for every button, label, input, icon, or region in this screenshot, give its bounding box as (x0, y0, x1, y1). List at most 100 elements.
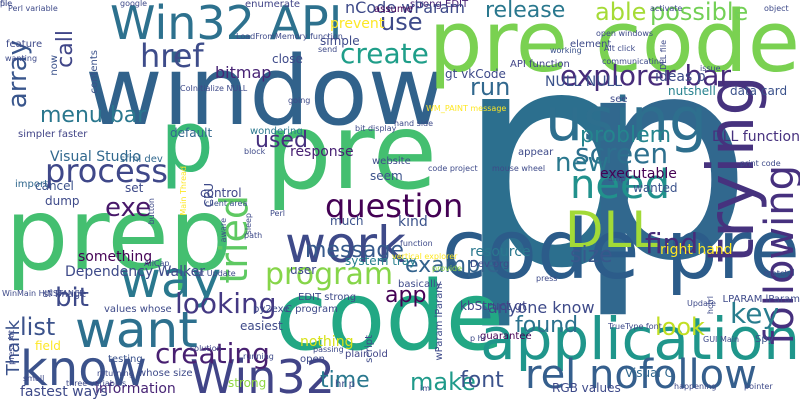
cloud-word: data card (730, 84, 788, 98)
cloud-word: WinMain HINSTANCE (2, 289, 85, 298)
cloud-word: TrueType font (608, 322, 662, 331)
cloud-word: make (410, 368, 476, 396)
cloud-word: menu bar (40, 103, 147, 128)
cloud-word: Visual Studio (50, 149, 141, 165)
cloud-word: look (655, 313, 705, 341)
cloud-word: need (570, 162, 670, 208)
cloud-word: simpler faster (18, 129, 88, 140)
cloud-word: fastest ways (20, 384, 108, 400)
cloud-word: hand side (394, 119, 434, 128)
cloud-word: right hand (660, 242, 733, 258)
cloud-word: wParam lParam (434, 283, 445, 361)
cloud-word: guarantee (480, 331, 532, 342)
cloud-word: information (95, 381, 176, 397)
cloud-word: work (285, 216, 406, 274)
cloud-word: im (420, 384, 431, 393)
cloud-word: pic (0, 0, 12, 8)
cloud-word: Spy (755, 334, 774, 345)
cloud-word: size (570, 243, 613, 268)
cloud-word: create (340, 37, 429, 70)
cloud-word: Main Thread (179, 166, 188, 216)
cloud-word: ideas p (655, 69, 706, 85)
cloud-word: communicating (602, 57, 665, 66)
cloud-word: gt Update (196, 269, 236, 278)
cloud-word: C program (285, 304, 338, 315)
cloud-word: bitmap (215, 63, 272, 82)
cloud-word: key (730, 297, 780, 330)
cloud-word: pre code (428, 0, 800, 92)
cloud-word: py2exe (253, 304, 290, 315)
cloud-word: example (405, 253, 500, 278)
cloud-word: possible (650, 0, 749, 26)
cloud-word: print code (740, 159, 781, 168)
cloud-word: LoadFromMemory function (236, 32, 343, 41)
cloud-word: button (147, 198, 156, 225)
cloud-word: element (570, 39, 612, 50)
cloud-word: executable (600, 166, 677, 182)
cloud-word: code project (428, 164, 478, 173)
cloud-word: press Alt (7, 330, 16, 365)
cloud-word: press (536, 274, 558, 283)
cloud-word: font (460, 368, 504, 393)
cloud-word: code pre (441, 203, 800, 298)
cloud-word: close (272, 52, 303, 66)
cloud-word: exe (105, 193, 152, 223)
cloud-word: now (49, 55, 60, 76)
cloud-word: found (515, 313, 579, 338)
cloud-word: array (3, 40, 33, 109)
cloud-word: enumerate (245, 0, 301, 10)
cloud-word: system tray (345, 254, 417, 268)
cloud-word: Update (687, 299, 716, 308)
cloud-word: application (480, 305, 800, 373)
cloud-word: function (400, 239, 433, 248)
cloud-word: time (320, 368, 370, 393)
cloud-word: aware (219, 218, 228, 243)
cloud-word: prevent (330, 16, 385, 32)
cloud-word: code (275, 262, 505, 372)
cloud-word: p (575, 0, 753, 323)
cloud-word: wondering (250, 126, 303, 137)
cloud-word: question (325, 187, 464, 225)
cloud-word: script (364, 335, 375, 363)
cloud-word: vertical explorer (392, 252, 458, 261)
cloud-word: DLL (565, 201, 660, 259)
cloud-word: hr p (335, 379, 355, 390)
cloud-word: new (555, 148, 609, 178)
cloud-word: open windows (596, 29, 654, 38)
cloud-word: website (372, 156, 411, 167)
cloud-word: kind (398, 214, 428, 230)
cloud-word: seem (370, 169, 403, 183)
cloud-word: three variables (66, 379, 127, 388)
cloud-word: resource (470, 244, 531, 260)
cloud-word: field (35, 339, 61, 353)
cloud-word: use (380, 8, 423, 36)
cloud-word: process (45, 152, 168, 190)
cloud-word: simple (320, 34, 360, 48)
cloud-word: message (305, 238, 404, 263)
cloud-word: import (15, 179, 49, 190)
cloud-word: happening (674, 382, 717, 391)
cloud-word: EDIT strong (298, 292, 357, 303)
cloud-word: able (595, 0, 647, 26)
cloud-word: default (170, 126, 213, 140)
cloud-word: bit display (355, 124, 397, 133)
cloud-word: Visual C (625, 366, 674, 380)
cloud-word: CoInitialize NULL (180, 84, 248, 93)
cloud-word: Dependency Walker (65, 264, 205, 280)
cloud-word: DLL function (711, 129, 800, 145)
cloud-word: GUI Main (703, 335, 740, 344)
cloud-word: screen (575, 137, 669, 170)
cloud-word: appear (518, 147, 554, 158)
cloud-word: program (265, 257, 394, 292)
cloud-word: file (0, 0, 13, 8)
cloud-word: trying (695, 75, 769, 264)
cloud-word: NULL NULL (545, 74, 623, 90)
cloud-word: AllCap (144, 259, 170, 268)
cloud-word: nothing (300, 334, 354, 350)
cloud-word: prep (5, 176, 233, 293)
cloud-word: using (545, 85, 708, 155)
cloud-word: WM_PAINT message (426, 104, 507, 113)
cloud-word: release (485, 0, 566, 23)
cloud-word: gt vkCode (445, 67, 506, 81)
cloud-word: working (550, 46, 582, 55)
